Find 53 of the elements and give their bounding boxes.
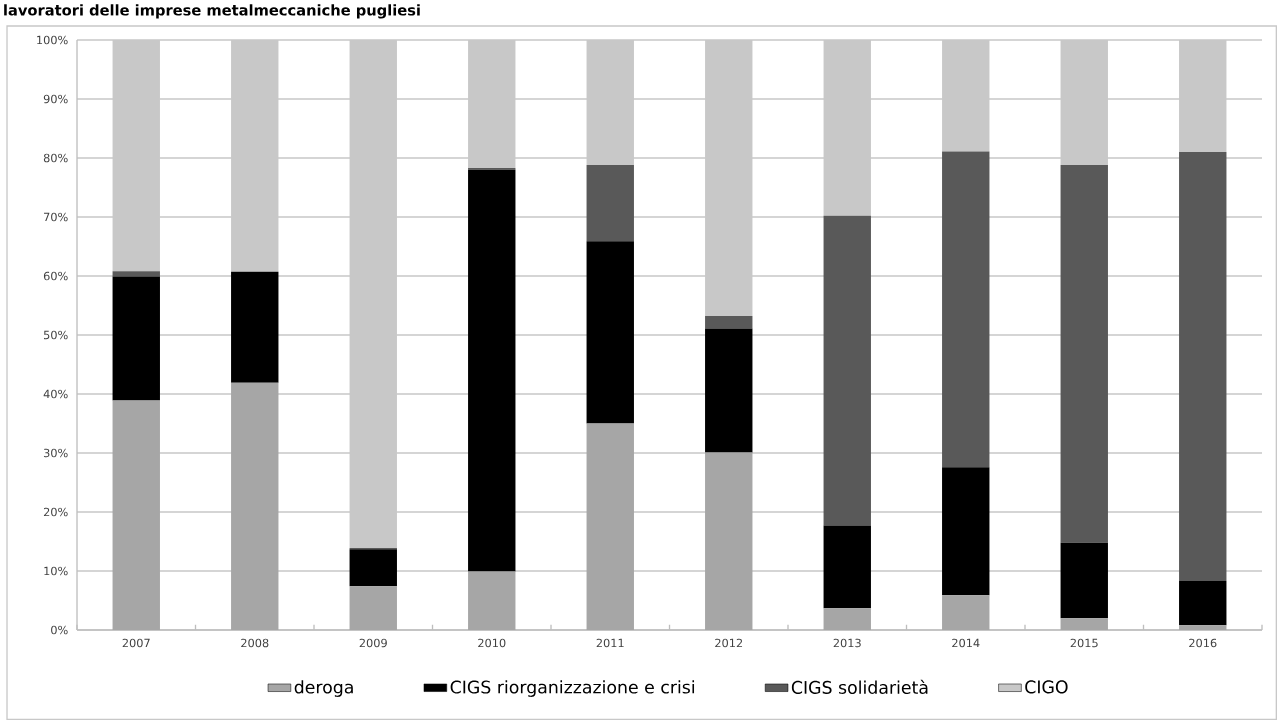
- x-tick-label: 2008: [241, 638, 269, 648]
- bar: [1060, 542, 1108, 619]
- y-tick-label: 60%: [43, 271, 68, 281]
- legend-label: CIGS solidarietà: [791, 679, 928, 694]
- y-tick-label: 70%: [44, 212, 68, 222]
- legend-label: CIGS riorganizzazione e crisi: [450, 680, 695, 697]
- legend-label: deroga: [294, 680, 353, 697]
- bar: [586, 165, 634, 242]
- x-tick-label: 2009: [359, 638, 387, 648]
- y-tick-label: 100%: [37, 35, 68, 45]
- bar: [1060, 618, 1108, 630]
- bar: [942, 595, 990, 630]
- bar: [1179, 625, 1227, 630]
- bar: [112, 400, 160, 630]
- bar: [705, 328, 753, 453]
- bar: [586, 241, 634, 424]
- bar: [468, 571, 516, 630]
- bar: [1179, 152, 1227, 582]
- bar: [1060, 165, 1108, 543]
- bar: [823, 215, 871, 526]
- bar: [942, 467, 990, 596]
- y-tick-label: 90%: [43, 94, 68, 104]
- x-tick-label: 2012: [715, 638, 743, 648]
- bar: [112, 271, 160, 277]
- bar: [1179, 581, 1227, 626]
- y-tick-label: 20%: [43, 507, 68, 517]
- x-tick-label: 2014: [952, 638, 980, 648]
- bar: [231, 382, 279, 630]
- y-tick-label: 0%: [51, 625, 68, 635]
- x-tick-label: 2015: [1070, 638, 1098, 648]
- x-tick-label: 2011: [596, 638, 624, 648]
- legend-label: CIGO: [1025, 680, 1068, 694]
- bar: [823, 608, 871, 630]
- bar: [349, 549, 397, 587]
- x-tick-label: 2013: [833, 638, 861, 648]
- x-tick-label: 2007: [122, 638, 150, 648]
- y-tick-label: 50%: [43, 330, 68, 340]
- bar: [705, 452, 753, 630]
- y-tick-label: 10%: [44, 566, 68, 576]
- bar: [112, 276, 160, 401]
- chart-title: lavoratori delle imprese metalmeccaniche pugliesi: [4, 4, 420, 19]
- bar: [705, 316, 753, 329]
- bar: [823, 525, 871, 609]
- y-tick-label: 80%: [43, 153, 68, 163]
- bar: [349, 586, 397, 630]
- bar: [586, 423, 634, 630]
- bar: [942, 151, 990, 468]
- y-tick-label: 40%: [43, 389, 68, 399]
- x-tick-label: 2016: [1189, 638, 1217, 648]
- bar: [468, 169, 516, 572]
- y-tick-label: 30%: [43, 448, 68, 458]
- bar: [231, 271, 279, 383]
- x-tick-label: 2010: [478, 638, 506, 648]
